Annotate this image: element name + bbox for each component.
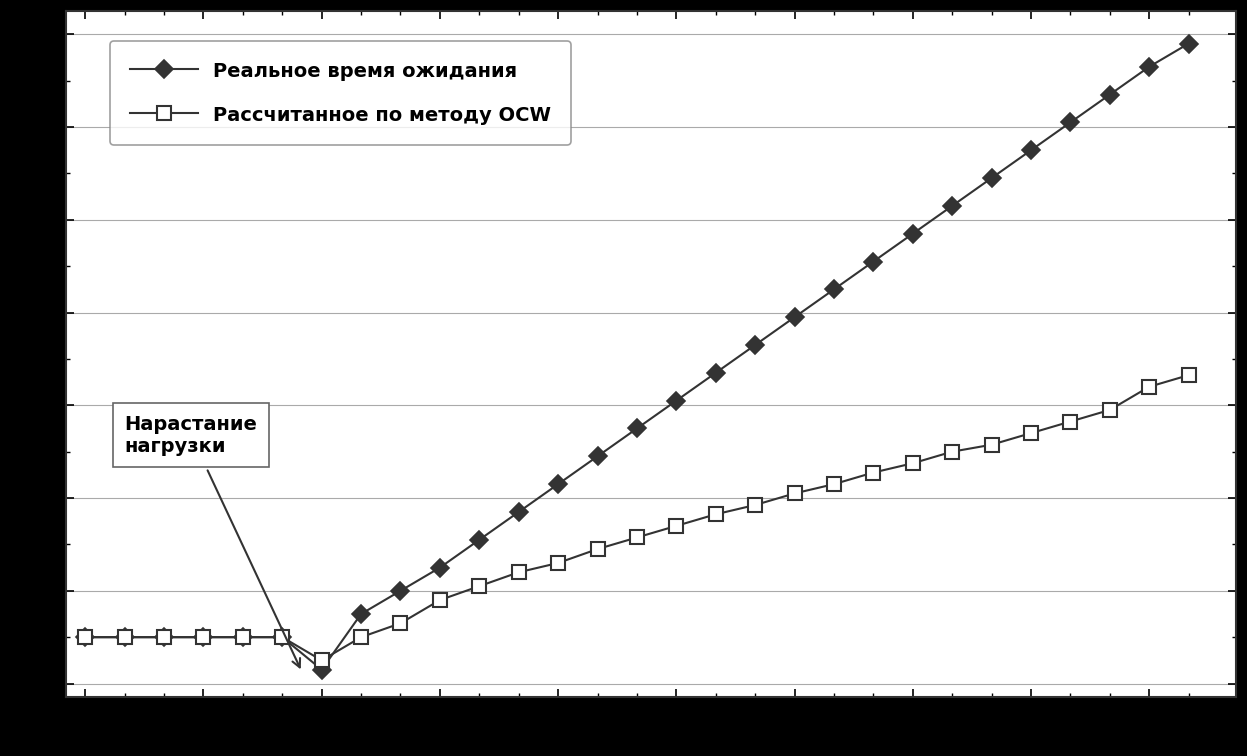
- Y-axis label: Минуты: Минуты: [11, 310, 30, 398]
- Реальное время ожидания: [1102, 90, 1117, 99]
- Реальное время ожидания: [787, 313, 802, 322]
- Реальное время ожидания: [1062, 118, 1077, 127]
- Рассчитанное по методу ОСW: [393, 618, 408, 627]
- Реальное время ожидания: [354, 609, 369, 618]
- Рассчитанное по методу ОСW: [354, 633, 369, 642]
- X-axis label: Вызовы: Вызовы: [607, 726, 695, 745]
- Реальное время ожидания: [827, 285, 842, 294]
- Text: Нарастание
нагрузки: Нарастание нагрузки: [125, 414, 301, 668]
- Рассчитанное по методу ОСW: [984, 440, 999, 449]
- Рассчитанное по методу ОСW: [511, 568, 526, 577]
- Реальное время ожидания: [984, 174, 999, 183]
- Реальное время ожидания: [196, 633, 211, 642]
- Рассчитанное по методу ОСW: [1102, 405, 1117, 414]
- Рассчитанное по методу ОСW: [551, 559, 566, 568]
- Рассчитанное по методу ОСW: [196, 633, 211, 642]
- Реальное время ожидания: [668, 396, 683, 405]
- Рассчитанное по методу ОСW: [905, 459, 920, 468]
- Рассчитанное по методу ОСW: [787, 489, 802, 498]
- Реальное время ожидания: [157, 633, 172, 642]
- Реальное время ожидания: [748, 340, 763, 349]
- Рассчитанное по методу ОСW: [1024, 429, 1039, 438]
- Реальное время ожидания: [433, 563, 448, 572]
- Рассчитанное по методу ОСW: [314, 656, 329, 665]
- Реальное время ожидания: [1142, 62, 1157, 71]
- Line: Реальное время ожидания: Реальное время ожидания: [79, 37, 1195, 676]
- Рассчитанное по методу ОСW: [1181, 370, 1196, 380]
- Рассчитанное по методу ОСW: [157, 633, 172, 642]
- Рассчитанное по методу ОСW: [827, 479, 842, 488]
- Реальное время ожидания: [471, 535, 486, 544]
- Реальное время ожидания: [945, 201, 960, 210]
- Рассчитанное по методу ОСW: [274, 633, 289, 642]
- Рассчитанное по методу ОСW: [77, 633, 92, 642]
- Реальное время ожидания: [511, 507, 526, 516]
- Рассчитанное по методу ОСW: [945, 447, 960, 456]
- Реальное время ожидания: [274, 633, 289, 642]
- Реальное время ожидания: [236, 633, 251, 642]
- Рассчитанное по методу ОСW: [630, 533, 645, 542]
- Реальное время ожидания: [630, 424, 645, 433]
- Рассчитанное по методу ОСW: [748, 500, 763, 510]
- Реальное время ожидания: [1181, 39, 1196, 48]
- Legend: Реальное время ожидания, Рассчитанное по методу ОСW: Реальное время ожидания, Рассчитанное по…: [111, 42, 571, 144]
- Реальное время ожидания: [865, 257, 880, 266]
- Реальное время ожидания: [905, 229, 920, 238]
- Рассчитанное по методу ОСW: [1062, 417, 1077, 426]
- Реальное время ожидания: [117, 633, 132, 642]
- Рассчитанное по методу ОСW: [1142, 383, 1157, 392]
- Рассчитанное по методу ОСW: [236, 633, 251, 642]
- Реальное время ожидания: [590, 452, 605, 461]
- Реальное время ожидания: [1024, 146, 1039, 155]
- Рассчитанное по методу ОСW: [590, 544, 605, 553]
- Реальное время ожидания: [393, 586, 408, 595]
- Реальное время ожидания: [708, 368, 723, 377]
- Рассчитанное по методу ОСW: [471, 581, 486, 590]
- Line: Рассчитанное по методу ОСW: Рассчитанное по методу ОСW: [79, 368, 1196, 668]
- Реальное время ожидания: [551, 479, 566, 488]
- Рассчитанное по методу ОСW: [865, 468, 880, 477]
- Реальное время ожидания: [314, 665, 329, 674]
- Рассчитанное по методу ОСW: [433, 596, 448, 605]
- Реальное время ожидания: [77, 633, 92, 642]
- Рассчитанное по методу ОСW: [708, 510, 723, 519]
- Рассчитанное по методу ОСW: [117, 633, 132, 642]
- Рассчитанное по методу ОСW: [668, 522, 683, 531]
